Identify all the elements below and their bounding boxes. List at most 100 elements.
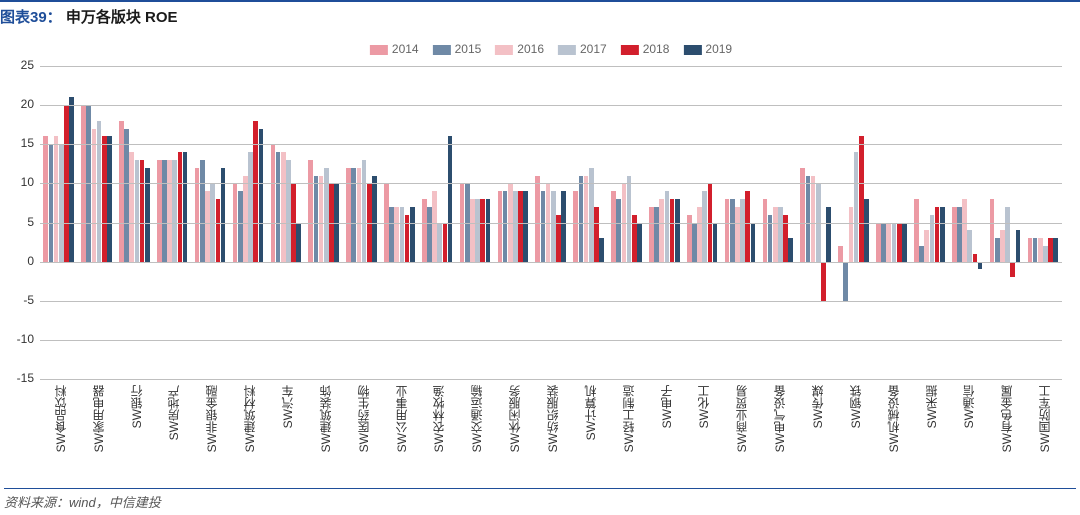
bar (475, 199, 480, 262)
x-tick-label: SW非银金融 (203, 385, 220, 452)
bar (498, 191, 503, 261)
x-tick-label: SW机械设备 (885, 385, 902, 452)
bar (589, 168, 594, 262)
bar (973, 254, 978, 262)
bar (806, 176, 811, 262)
bar (1005, 207, 1010, 262)
bar (654, 207, 659, 262)
x-tick-label: SW化工 (695, 385, 712, 428)
gridline (40, 105, 1062, 106)
bar (427, 207, 432, 262)
bar (1043, 246, 1048, 262)
bar (914, 199, 919, 262)
gridline (40, 262, 1062, 263)
bar (69, 97, 74, 261)
gridline (40, 223, 1062, 224)
bar (859, 136, 864, 261)
bar (692, 223, 697, 262)
bar (978, 262, 983, 270)
bar (826, 207, 831, 262)
bar (503, 191, 508, 261)
bar (702, 191, 707, 261)
bar (924, 230, 929, 261)
bar (92, 129, 97, 262)
bar (145, 168, 150, 262)
x-tick-label: SW商业贸易 (733, 385, 750, 452)
gridline (40, 144, 1062, 145)
bar (713, 223, 718, 262)
y-tick-label: 0 (27, 254, 34, 268)
bar (579, 176, 584, 262)
bar (990, 199, 995, 262)
y-tick-label: 10 (21, 175, 34, 189)
x-tick-label: SW轻工制造 (620, 385, 637, 452)
bar (627, 176, 632, 262)
bar (259, 129, 264, 262)
chart-title: 申万各版块 ROE (66, 9, 178, 26)
bar (49, 144, 54, 261)
bar (54, 136, 59, 261)
bar (902, 223, 907, 262)
bar (513, 191, 518, 261)
bar (788, 238, 793, 261)
x-tick-label: SW钢铁 (847, 385, 864, 428)
bar (319, 176, 324, 262)
bar (162, 160, 167, 262)
gridline (40, 66, 1062, 67)
x-tick-label: SW电气设备 (771, 385, 788, 452)
bar (1028, 238, 1033, 261)
bar (864, 199, 869, 262)
x-tick-label: SW通信 (960, 385, 977, 428)
bar (140, 160, 145, 262)
bar (410, 207, 415, 262)
x-tick-label: SW公用事业 (393, 385, 410, 452)
x-tick-label: SW汽车 (279, 385, 296, 428)
bar (740, 199, 745, 262)
x-tick-label: SW电子 (658, 385, 675, 428)
bar (97, 121, 102, 262)
bar (135, 160, 140, 262)
x-tick-label: SW计算机 (582, 385, 599, 440)
bar (897, 223, 902, 262)
bar (675, 199, 680, 262)
bar (1048, 238, 1053, 261)
bar (448, 136, 453, 261)
bar (470, 199, 475, 262)
x-tick-label: SW传媒 (809, 385, 826, 428)
bar (372, 176, 377, 262)
bar (876, 223, 881, 262)
bar (773, 207, 778, 262)
bar (443, 223, 448, 262)
bar (535, 176, 540, 262)
x-tick-label: SW银行 (128, 385, 145, 428)
y-tick-label: -10 (17, 332, 34, 346)
y-tick-label: -5 (23, 293, 34, 307)
bar (919, 246, 924, 262)
bar (659, 199, 664, 262)
figure-number: 图表39： (0, 9, 62, 26)
bar (523, 191, 528, 261)
bar (129, 152, 134, 262)
gridline (40, 340, 1062, 341)
bar (308, 160, 313, 262)
bar (697, 207, 702, 262)
bar (892, 223, 897, 262)
bar (400, 207, 405, 262)
x-tick-label: SW纺织服装 (544, 385, 561, 452)
bar (735, 207, 740, 262)
y-tick-label: -15 (17, 371, 34, 385)
bar (102, 136, 107, 261)
bar (205, 191, 210, 261)
y-tick-label: 15 (21, 136, 34, 150)
x-tick-label: SW国防军工 (1036, 385, 1053, 452)
x-tick-label: SW医药生物 (355, 385, 372, 452)
bar (178, 152, 183, 262)
y-tick-label: 25 (21, 58, 34, 72)
bar (253, 121, 258, 262)
bar (1033, 238, 1038, 261)
x-tick-label: SW房地产 (165, 385, 182, 440)
bar (248, 152, 253, 262)
bar (952, 207, 957, 262)
bar (324, 168, 329, 262)
bar (1038, 238, 1043, 261)
